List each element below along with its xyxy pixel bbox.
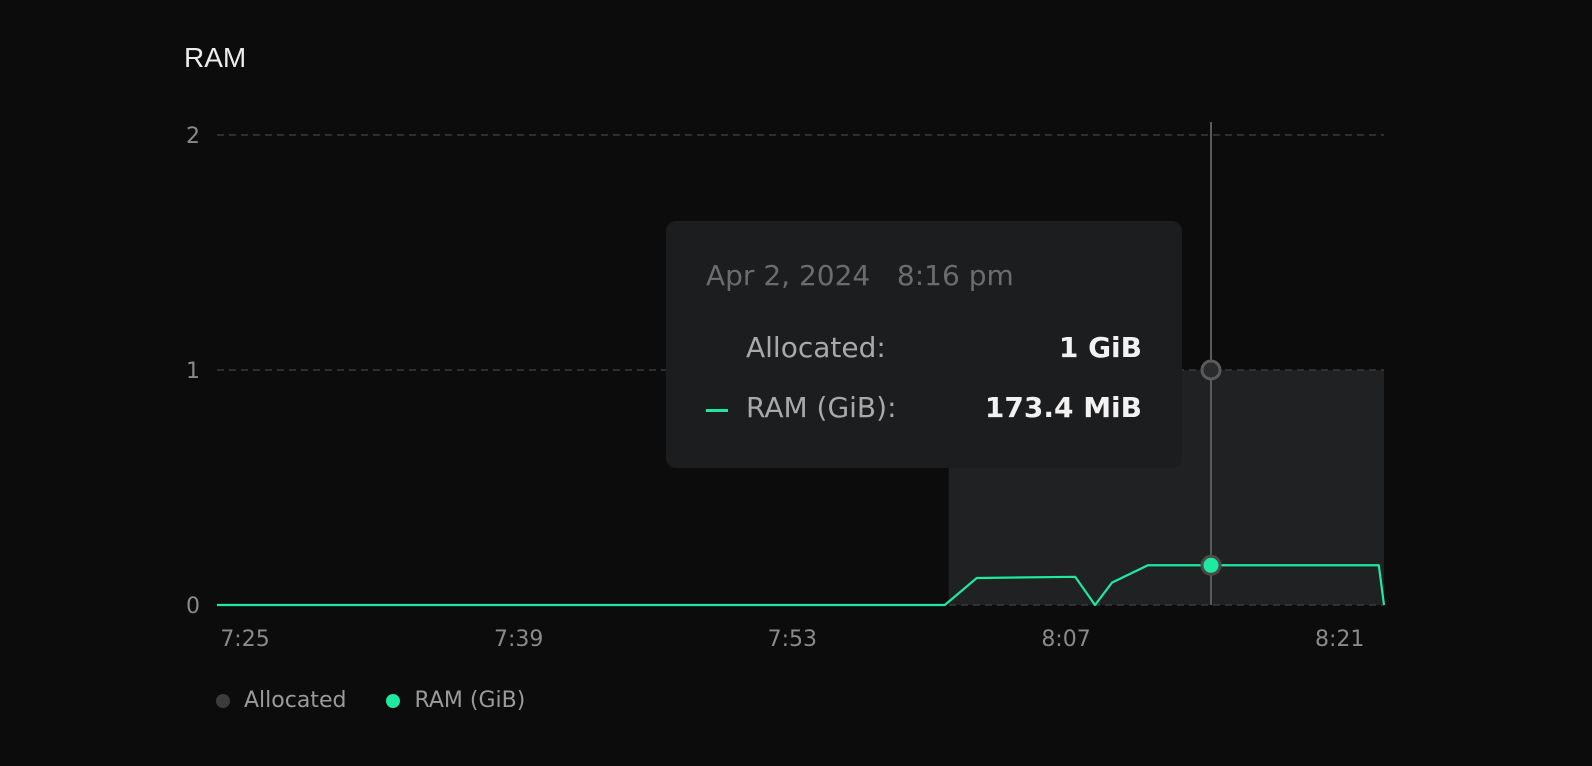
allocated-hover-point (1200, 359, 1222, 381)
x-tick-label: 7:25 (220, 627, 269, 652)
ram-dot-icon (386, 693, 401, 708)
tooltip-label: RAM (GiB): (746, 391, 897, 424)
tooltip-label: Allocated: (746, 331, 886, 364)
ram-line (217, 564, 1386, 607)
legend-label: RAM (GiB) (414, 688, 526, 713)
tooltip-date: Apr 2, 2024 (706, 259, 871, 292)
legend-label: Allocated (244, 688, 347, 713)
tooltip-row-allocated: Allocated: 1 GiB (706, 331, 1142, 371)
allocated-dot-icon (216, 693, 230, 708)
chart-title: RAM (184, 42, 247, 73)
x-tick-label: 7:39 (494, 627, 543, 652)
legend: Allocated RAM (GiB) (216, 688, 525, 713)
y-tick-label: 1 (186, 359, 200, 384)
x-tick-label: 8:07 (1041, 627, 1090, 652)
tooltip-datetime: Apr 2, 2024 8:16 pm (706, 259, 1014, 292)
y-tick-label: 2 (186, 124, 200, 149)
legend-item-ram[interactable]: RAM (GiB) (386, 688, 525, 713)
tooltip-row-ram: RAM (GiB): 173.4 MiB (706, 391, 1142, 431)
y-tick-label: 0 (186, 594, 200, 619)
legend-item-allocated[interactable]: Allocated (216, 688, 346, 713)
x-tick-label: 7:53 (768, 627, 817, 652)
tooltip: Apr 2, 2024 8:16 pm Allocated: 1 GiB RAM… (666, 221, 1182, 468)
tooltip-value: 173.4 MiB (984, 391, 1142, 424)
x-tick-label: 8:21 (1315, 627, 1364, 652)
ram-hover-point (1200, 554, 1222, 576)
ram-swatch-icon (706, 409, 728, 412)
tooltip-time: 8:16 pm (896, 259, 1014, 292)
tooltip-value: 1 GiB (1058, 331, 1142, 364)
